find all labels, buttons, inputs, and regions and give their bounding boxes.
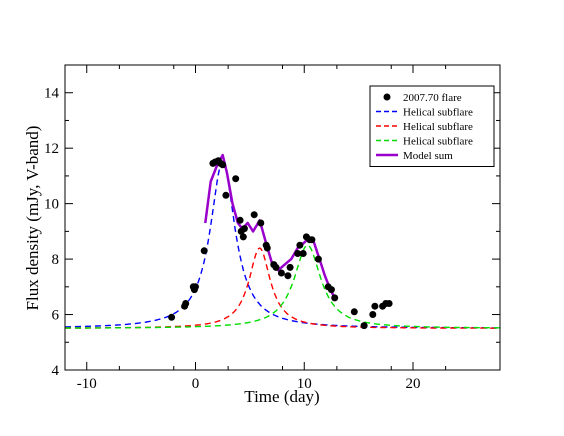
flare-data-point [263, 244, 271, 252]
y-tick-label: 12 [44, 141, 59, 157]
x-axis-label: Time (day) [244, 387, 319, 406]
axis-ticks: -10 0 10 20 4 6 8 10 12 14 [44, 65, 501, 392]
legend-label: Model sum [403, 150, 453, 162]
flare-data-point [257, 219, 265, 227]
model-curves [65, 161, 500, 329]
flare-data-point [294, 250, 302, 257]
helical-subflare-blue-line [65, 161, 500, 329]
x-tick-label: 0 [192, 376, 200, 392]
flare-data-point [327, 286, 335, 294]
flare-data-point [189, 283, 197, 291]
y-axis-label: Flux density (mJy, V-band) [23, 126, 42, 311]
flare-data-point [314, 255, 322, 263]
legend-label: Helical subflare [403, 121, 473, 133]
flare-data-point [182, 300, 190, 307]
flare-data-point [239, 233, 247, 241]
legend-box [369, 85, 495, 167]
flare-data-point [240, 225, 248, 233]
x-tick-label: -10 [77, 376, 97, 392]
flare-data-point [222, 191, 230, 199]
flare-data-point [219, 161, 227, 169]
data-points [168, 153, 393, 330]
legend: 2007.70 flare Helical subflare Helical sub… [369, 85, 495, 167]
x-tick-label: 10 [297, 376, 312, 392]
y-tick-label: 14 [44, 86, 60, 102]
legend-label: Helical subflare [403, 136, 473, 148]
flare-data-point [200, 247, 208, 255]
y-tick-label: 8 [52, 252, 60, 268]
x-tick-label: 20 [406, 376, 421, 392]
flare-data-point [272, 263, 280, 271]
helical-subflare-green-line [65, 244, 500, 329]
flare-data-point [360, 322, 368, 330]
legend-marker-points [383, 93, 391, 101]
flare-data-point [236, 216, 244, 224]
legend-label: 2007.70 flare [403, 92, 462, 104]
flare-data-point [284, 272, 292, 280]
flare-data-point [331, 294, 339, 302]
flare-data-point [369, 311, 377, 318]
y-tick-label: 10 [44, 197, 59, 213]
legend-label: Helical subflare [403, 107, 473, 119]
flare-data-point [168, 313, 176, 321]
flare-data-point [286, 263, 294, 271]
flare-data-point [371, 302, 379, 310]
y-tick-label: 4 [52, 363, 60, 379]
y-tick-label: 6 [52, 308, 60, 324]
flare-data-point [250, 211, 258, 219]
flare-data-point [350, 308, 358, 316]
flare-data-point [296, 241, 304, 249]
flare-data-point [385, 300, 393, 307]
flare-data-point [308, 236, 316, 244]
flare-data-point [277, 269, 285, 277]
flare-data-point [232, 175, 240, 183]
flare-data-point [299, 250, 307, 257]
